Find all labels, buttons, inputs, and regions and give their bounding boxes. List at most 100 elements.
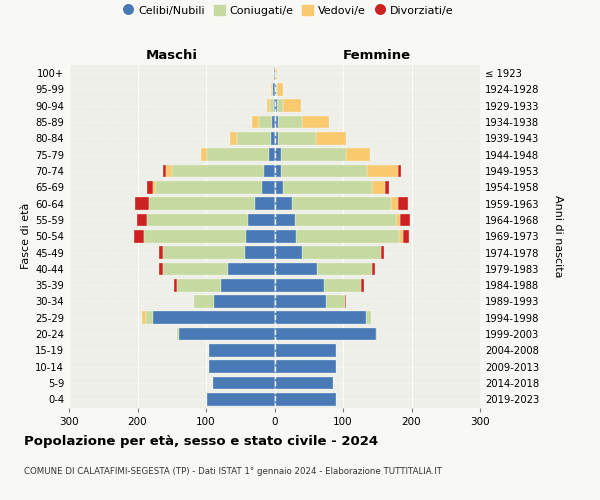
Bar	[230, 132, 237, 145]
Bar	[275, 360, 336, 373]
Y-axis label: Fasce di età: Fasce di età	[21, 203, 31, 270]
Bar	[194, 295, 214, 308]
Bar	[142, 312, 146, 324]
Bar	[228, 262, 275, 275]
Bar	[256, 198, 275, 210]
Bar	[274, 100, 275, 112]
Bar	[147, 214, 248, 226]
Bar	[269, 148, 275, 161]
Bar	[136, 198, 149, 210]
Bar	[324, 279, 361, 291]
Bar	[275, 148, 281, 161]
Bar	[160, 262, 163, 275]
Bar	[275, 198, 292, 210]
Bar	[275, 132, 278, 145]
Y-axis label: Anni di nascita: Anni di nascita	[553, 195, 563, 278]
Bar	[281, 164, 367, 177]
Bar	[372, 262, 375, 275]
Bar	[259, 116, 272, 128]
Bar	[275, 164, 281, 177]
Bar	[275, 279, 324, 291]
Bar	[209, 360, 275, 373]
Bar	[278, 132, 316, 145]
Bar	[275, 312, 365, 324]
Bar	[134, 230, 145, 242]
Bar	[176, 279, 221, 291]
Text: Femmine: Femmine	[343, 48, 412, 62]
Bar	[275, 344, 336, 357]
Bar	[302, 116, 329, 128]
Bar	[283, 181, 372, 194]
Bar	[345, 295, 346, 308]
Bar	[163, 246, 245, 259]
Bar	[400, 214, 410, 226]
Bar	[152, 181, 156, 194]
Bar	[275, 262, 317, 275]
Bar	[175, 279, 176, 291]
Bar	[399, 230, 403, 242]
Bar	[208, 393, 275, 406]
Bar	[137, 214, 147, 226]
Bar	[149, 198, 256, 210]
Bar	[346, 148, 370, 161]
Bar	[275, 83, 276, 96]
Bar	[365, 312, 371, 324]
Bar	[296, 230, 399, 242]
Bar	[272, 116, 275, 128]
Bar	[403, 230, 409, 242]
Bar	[283, 100, 301, 112]
Bar	[317, 262, 372, 275]
Bar	[156, 181, 262, 194]
Bar	[214, 295, 275, 308]
Bar	[391, 198, 398, 210]
Bar	[145, 230, 246, 242]
Bar	[398, 198, 408, 210]
Bar	[208, 148, 269, 161]
Bar	[246, 230, 275, 242]
Bar	[209, 344, 275, 357]
Bar	[275, 100, 277, 112]
Bar	[273, 83, 275, 96]
Bar	[276, 83, 277, 96]
Bar	[295, 214, 397, 226]
Bar	[213, 376, 275, 390]
Bar	[275, 376, 333, 390]
Bar	[248, 214, 275, 226]
Bar	[275, 393, 336, 406]
Bar	[237, 132, 271, 145]
Bar	[262, 181, 275, 194]
Bar	[372, 181, 385, 194]
Bar	[176, 328, 179, 340]
Bar	[147, 181, 152, 194]
Bar	[277, 100, 283, 112]
Bar	[275, 67, 277, 80]
Bar	[166, 164, 172, 177]
Bar	[281, 148, 346, 161]
Bar	[367, 164, 398, 177]
Bar	[172, 164, 264, 177]
Bar	[271, 100, 274, 112]
Bar	[302, 246, 380, 259]
Bar	[160, 246, 163, 259]
Text: Popolazione per età, sesso e stato civile - 2024: Popolazione per età, sesso e stato civil…	[24, 435, 378, 448]
Bar	[398, 164, 401, 177]
Bar	[326, 295, 345, 308]
Bar	[385, 181, 389, 194]
Bar	[275, 230, 296, 242]
Bar	[152, 312, 275, 324]
Bar	[275, 328, 376, 340]
Bar	[361, 279, 364, 291]
Bar	[275, 214, 295, 226]
Bar	[275, 116, 278, 128]
Legend: Celibi/Nubili, Coniugati/e, Vedovi/e, Divorziati/e: Celibi/Nubili, Coniugati/e, Vedovi/e, Di…	[118, 0, 458, 20]
Bar	[376, 328, 377, 340]
Text: Maschi: Maschi	[146, 48, 198, 62]
Bar	[277, 83, 283, 96]
Bar	[264, 164, 275, 177]
Bar	[271, 132, 275, 145]
Text: COMUNE DI CALATAFIMI-SEGESTA (TP) - Dati ISTAT 1° gennaio 2024 - Elaborazione TU: COMUNE DI CALATAFIMI-SEGESTA (TP) - Dati…	[24, 468, 442, 476]
Bar	[179, 328, 275, 340]
Bar	[274, 67, 275, 80]
Bar	[278, 116, 302, 128]
Bar	[316, 132, 346, 145]
